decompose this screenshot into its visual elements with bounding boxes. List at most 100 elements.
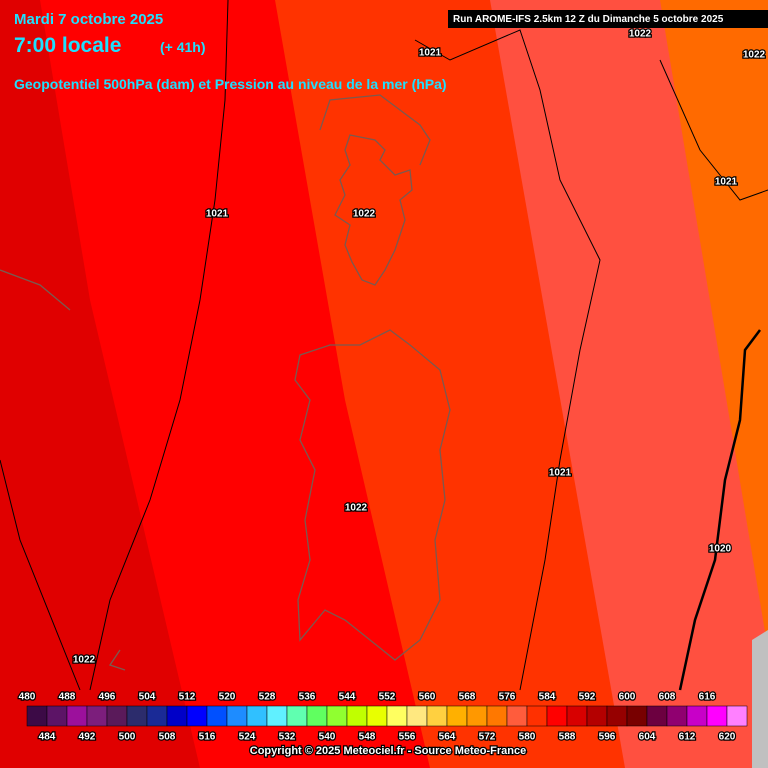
- legend-label: 568: [459, 692, 476, 703]
- isobar: [89, 0, 229, 691]
- legend-label: 596: [599, 732, 616, 743]
- legend-label: 488: [59, 692, 76, 703]
- legend-label: 504: [139, 692, 156, 703]
- legend-label: 528: [259, 692, 276, 703]
- lead: (+ 41h): [160, 39, 206, 55]
- legend-label: 480: [19, 692, 36, 703]
- legend-label: 580: [519, 732, 536, 743]
- legend-swatch: [346, 705, 368, 727]
- legend-label: 500: [119, 732, 136, 743]
- land-gray: [752, 630, 768, 768]
- isobar: [659, 59, 768, 201]
- band-dark-red: [0, 0, 200, 768]
- isobar: [414, 29, 601, 691]
- legend-label: 556: [399, 732, 416, 743]
- legend-swatch: [126, 705, 148, 727]
- legend-swatch: [46, 705, 68, 727]
- legend-swatch: [386, 705, 408, 727]
- time: 7:00 locale: [14, 34, 121, 57]
- legend-label: 576: [499, 692, 516, 703]
- legend-swatch: [206, 705, 228, 727]
- isobar-label: 1022: [345, 503, 368, 514]
- isobar-label: 1022: [743, 50, 766, 61]
- legend-swatch: [246, 705, 268, 727]
- legend-label: 560: [419, 692, 436, 703]
- date: Mardi 7 octobre 2025: [14, 11, 163, 28]
- legend-label: 536: [299, 692, 316, 703]
- legend-label: 600: [619, 692, 636, 703]
- legend-swatch: [606, 705, 628, 727]
- legend-swatch: [106, 705, 128, 727]
- legend-swatch: [566, 705, 588, 727]
- legend-swatch: [166, 705, 188, 727]
- legend-swatch: [86, 705, 108, 727]
- legend-swatch: [586, 705, 608, 727]
- legend-label: 532: [279, 732, 296, 743]
- legend-swatch: [526, 705, 548, 727]
- isobar-thick: [678, 329, 761, 691]
- legend-swatch: [706, 705, 728, 727]
- legend-swatch: [446, 705, 468, 727]
- legend-swatch: [626, 705, 648, 727]
- isobar-label: 1022: [73, 655, 96, 666]
- legend-label: 572: [479, 732, 496, 743]
- legend-label: 520: [219, 692, 236, 703]
- legend-label: 608: [659, 692, 676, 703]
- legend-swatch: [366, 705, 388, 727]
- legend-label: 512: [179, 692, 196, 703]
- legend-swatch: [226, 705, 248, 727]
- legend-swatch: [686, 705, 708, 727]
- legend-swatch: [506, 705, 528, 727]
- isobar-label: 1020: [709, 544, 732, 555]
- run: Run AROME-IFS 2.5km 12 Z du Dimanche 5 o…: [453, 14, 724, 25]
- legend-swatch: [546, 705, 568, 727]
- legend-swatch: [26, 705, 48, 727]
- legend-label: 540: [319, 732, 336, 743]
- legend-label: 612: [679, 732, 696, 743]
- isobar-label: 1021: [549, 468, 572, 479]
- sardinia-coast: [294, 94, 451, 661]
- corsica-coast: [334, 134, 413, 286]
- legend-swatch: [486, 705, 508, 727]
- legend-swatch: [286, 705, 308, 727]
- legend-swatch: [426, 705, 448, 727]
- legend-swatch: [266, 705, 288, 727]
- legend-label: 620: [719, 732, 736, 743]
- legend-label: 584: [539, 692, 556, 703]
- legend-swatch: [186, 705, 208, 727]
- legend-label: 564: [439, 732, 456, 743]
- subtitle: Geopotentiel 500hPa (dam) et Pression au…: [14, 76, 447, 92]
- legend-swatch: [406, 705, 428, 727]
- legend-swatch: [66, 705, 88, 727]
- legend-label: 508: [159, 732, 176, 743]
- copyright: Copyright © 2025 Meteociel.fr - Source M…: [250, 745, 526, 757]
- run-box: [448, 10, 768, 28]
- legend-swatch: [666, 705, 688, 727]
- legend-swatch: [146, 705, 168, 727]
- legend-label: 592: [579, 692, 596, 703]
- legend-label: 516: [199, 732, 216, 743]
- legend-swatch: [646, 705, 668, 727]
- isobar-label: 1021: [206, 209, 229, 220]
- legend-swatch: [726, 705, 748, 727]
- legend-label: 544: [339, 692, 356, 703]
- legend-label: 496: [99, 692, 116, 703]
- isobar-label: 1022: [629, 29, 652, 40]
- coast-west: [0, 269, 126, 671]
- isobar: [0, 459, 81, 691]
- legend-label: 616: [699, 692, 716, 703]
- legend-swatch: [466, 705, 488, 727]
- legend-label: 524: [239, 732, 256, 743]
- legend-swatch: [326, 705, 348, 727]
- isobar-label: 1021: [715, 177, 738, 188]
- isobar-label: 1022: [353, 209, 376, 220]
- legend-label: 552: [379, 692, 396, 703]
- legend-label: 492: [79, 732, 96, 743]
- legend-label: 484: [39, 732, 56, 743]
- legend-label: 604: [639, 732, 656, 743]
- legend-swatch: [306, 705, 328, 727]
- legend-label: 548: [359, 732, 376, 743]
- isobar-label: 1021: [419, 48, 442, 59]
